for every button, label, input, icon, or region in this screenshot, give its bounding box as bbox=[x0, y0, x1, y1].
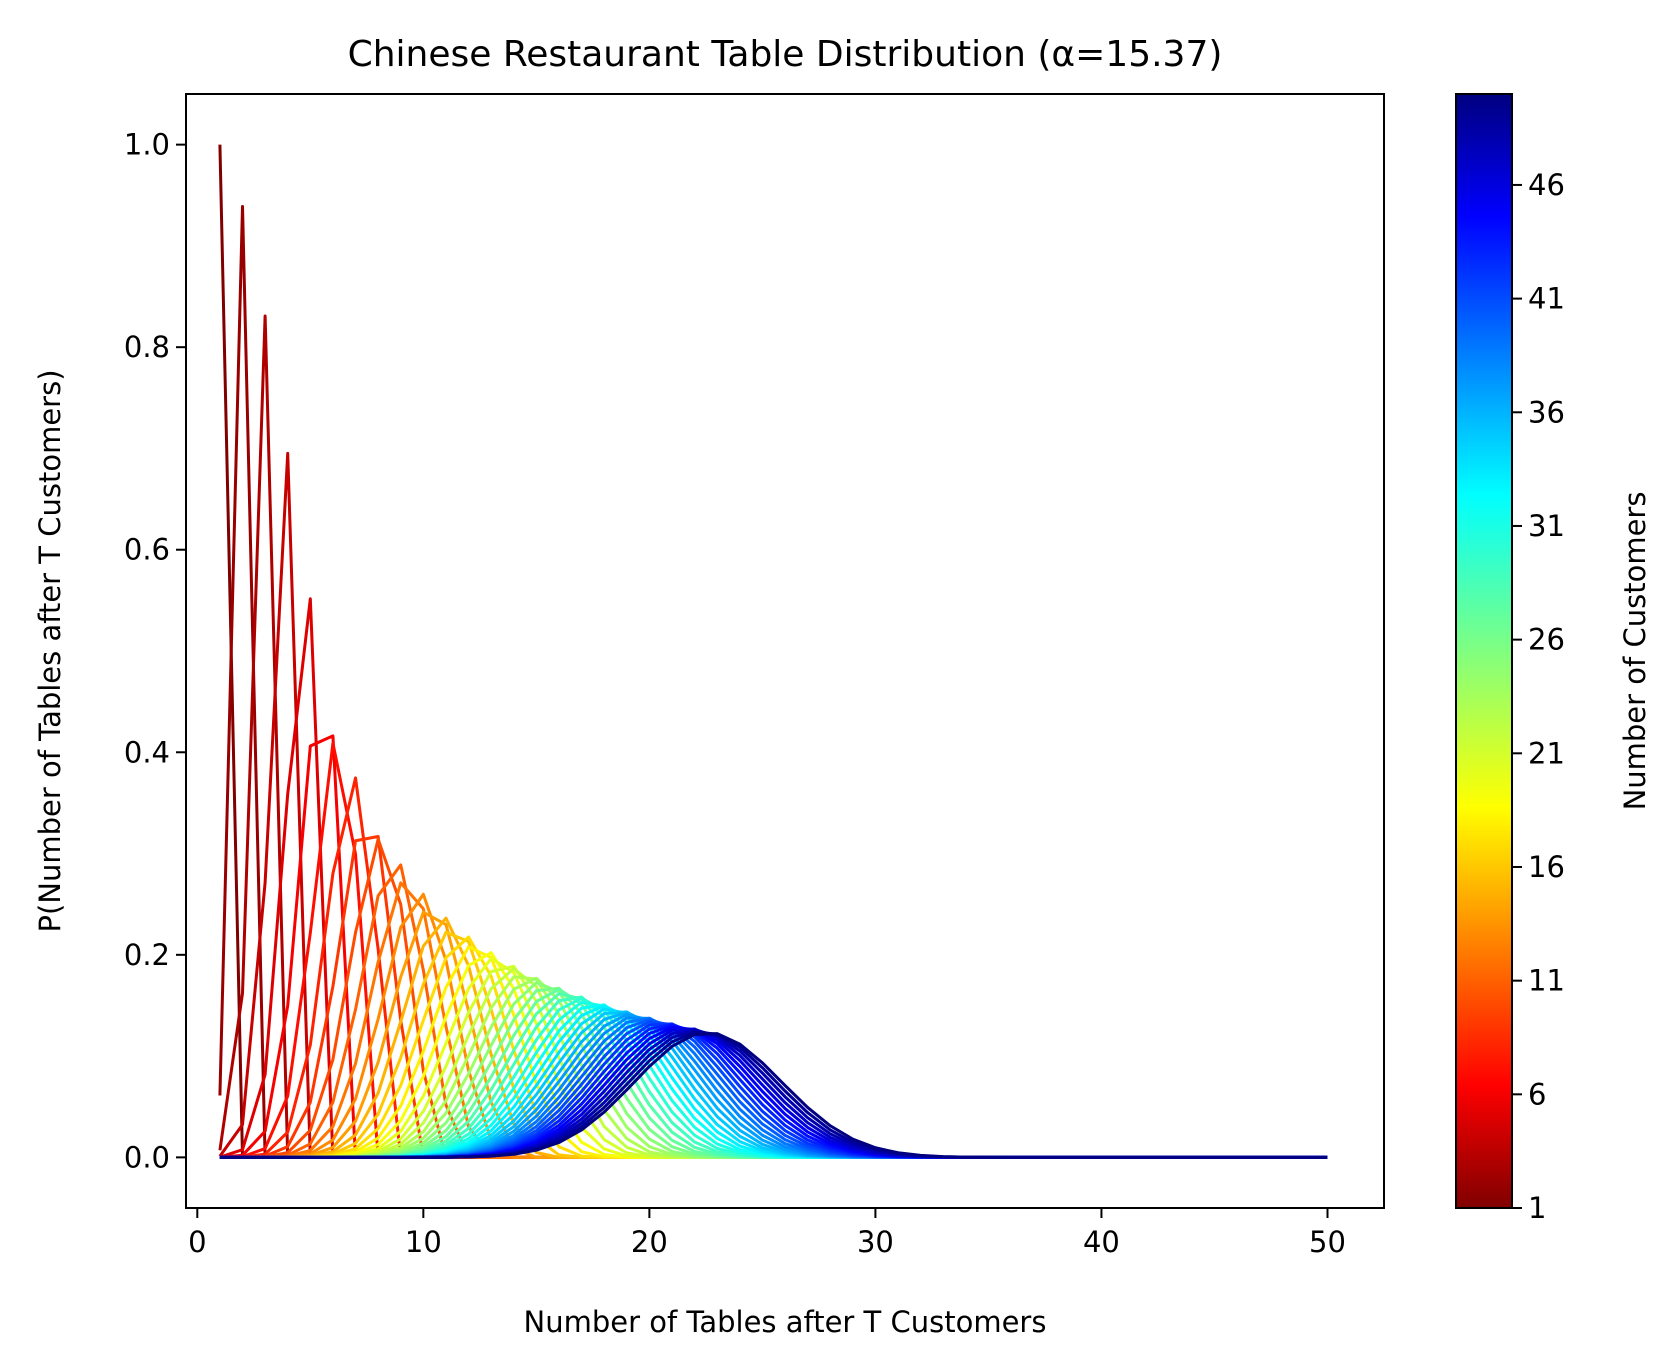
y-tick-label: 1.0 bbox=[124, 128, 170, 162]
colorbar-tick-label: 26 bbox=[1528, 623, 1565, 657]
colorbar-label: Number of Customers bbox=[1618, 492, 1652, 811]
colorbar-tick-label: 1 bbox=[1528, 1191, 1546, 1225]
plot-frame bbox=[185, 93, 1385, 1209]
y-tick-label: 0.2 bbox=[124, 938, 170, 972]
colorbar-tick-label: 16 bbox=[1528, 850, 1565, 884]
x-tick-label: 40 bbox=[1083, 1225, 1120, 1259]
y-tick-label: 0.6 bbox=[124, 533, 170, 567]
x-tick-label: 10 bbox=[405, 1225, 442, 1259]
colorbar-tick-label: 36 bbox=[1528, 395, 1565, 429]
y-tick-label: 0.8 bbox=[124, 330, 170, 364]
x-tick-label: 30 bbox=[857, 1225, 894, 1259]
plot-area bbox=[186, 94, 1384, 1208]
y-tick-label: 0.4 bbox=[124, 735, 170, 769]
y-tick-label: 0.0 bbox=[124, 1140, 170, 1174]
colorbar-tick-label: 21 bbox=[1528, 736, 1565, 770]
y-axis: 0.0 0.2 0.4 0.6 0.8 1.0 bbox=[124, 128, 186, 1174]
x-axis-label: Number of Tables after T Customers bbox=[524, 1305, 1047, 1339]
colorbar-tick-label: 46 bbox=[1528, 168, 1565, 202]
x-tick-label: 50 bbox=[1309, 1225, 1346, 1259]
x-tick-label: 20 bbox=[631, 1225, 668, 1259]
y-axis-label: P(Number of Tables after T Customers) bbox=[33, 369, 67, 932]
x-axis: 0 10 20 30 40 50 bbox=[188, 1208, 1346, 1259]
colorbar-tick-label: 41 bbox=[1528, 282, 1565, 316]
colorbar-tick-label: 11 bbox=[1528, 964, 1565, 998]
chart-title: Chinese Restaurant Table Distribution (α… bbox=[348, 34, 1223, 75]
colorbar-tick-label: 6 bbox=[1528, 1077, 1546, 1111]
colorbar-tick-label: 31 bbox=[1528, 509, 1565, 543]
series-group bbox=[218, 144, 1328, 1159]
colorbar bbox=[1455, 93, 1513, 1209]
series-line-t50 bbox=[219, 1032, 1328, 1159]
x-tick-label: 0 bbox=[188, 1225, 206, 1259]
